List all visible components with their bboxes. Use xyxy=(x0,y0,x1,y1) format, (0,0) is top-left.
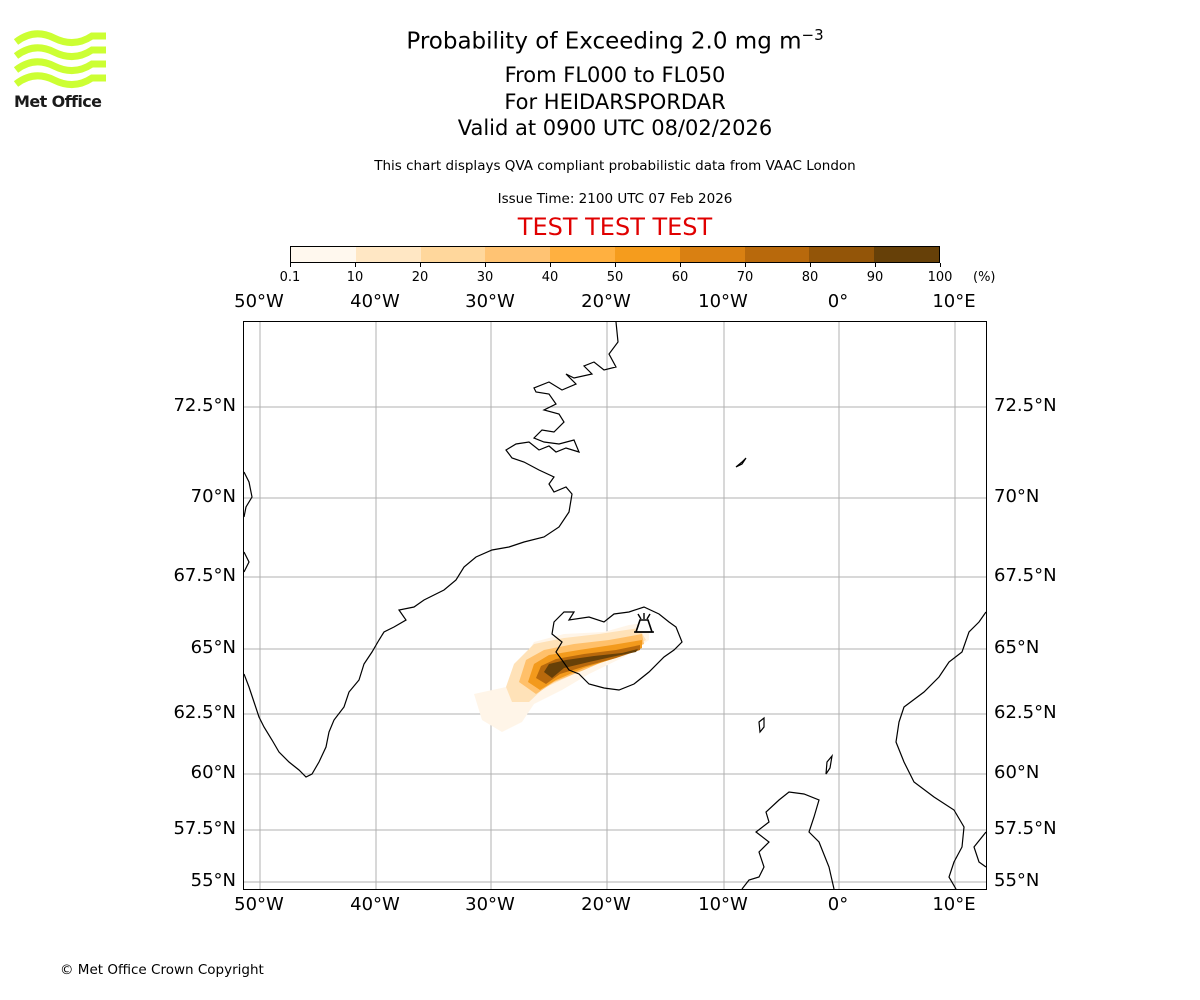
longitude-label-bottom: 30°W xyxy=(465,894,515,915)
met-office-logo xyxy=(14,30,106,88)
colorbar-segment xyxy=(679,247,745,262)
longitude-label-top: 50°W xyxy=(234,291,284,312)
latitude-label-left: 57.5°N xyxy=(173,818,236,839)
colorbar-unit: (%) xyxy=(973,270,996,285)
colorbar-tick xyxy=(810,263,811,267)
longitude-label-top: 10°W xyxy=(698,291,748,312)
longitude-label-bottom: 10°W xyxy=(698,894,748,915)
colorbar-tick-label: 40 xyxy=(541,270,559,285)
colorbar-tick-label: 90 xyxy=(866,270,884,285)
colorbar-tick xyxy=(290,263,291,267)
latitude-label-right: 60°N xyxy=(994,762,1040,783)
colorbar-segment xyxy=(355,247,421,262)
colorbar-segment xyxy=(809,247,875,262)
colorbar-tick-label: 20 xyxy=(411,270,429,285)
valid-time: Valid at 0900 UTC 08/02/2026 xyxy=(457,116,773,140)
latitude-label-right: 55°N xyxy=(994,870,1040,891)
colorbar-tick xyxy=(875,263,876,267)
copyright-notice: © Met Office Crown Copyright xyxy=(60,962,264,978)
longitude-label-bottom: 20°W xyxy=(581,894,631,915)
latitude-label-right: 65°N xyxy=(994,637,1040,658)
test-banner: TEST TEST TEST xyxy=(517,213,713,241)
colorbar-tick-label: 80 xyxy=(801,270,819,285)
map-svg xyxy=(244,322,986,889)
volcano-icon xyxy=(634,613,654,633)
probability-colorbar xyxy=(290,246,940,263)
colorbar-segment xyxy=(291,247,356,262)
colorbar-tick xyxy=(485,263,486,267)
latitude-label-right: 70°N xyxy=(994,486,1040,507)
colorbar-segment xyxy=(744,247,810,262)
latitude-label-left: 70°N xyxy=(190,486,236,507)
logo-wordmark: Met Office xyxy=(14,92,102,111)
latitude-label-left: 55°N xyxy=(190,870,236,891)
issue-time: Issue Time: 2100 UTC 07 Feb 2026 xyxy=(497,191,733,207)
latitude-label-right: 62.5°N xyxy=(994,702,1057,723)
colorbar-tick-label: 30 xyxy=(476,270,494,285)
latitude-label-right: 67.5°N xyxy=(994,565,1057,586)
coastlines xyxy=(244,322,986,889)
longitude-label-bottom: 40°W xyxy=(350,894,400,915)
graticule xyxy=(244,322,986,889)
latitude-label-right: 57.5°N xyxy=(994,818,1057,839)
chart-title: Probability of Exceeding 2.0 mg m−3 xyxy=(0,26,1200,55)
colorbar-tick xyxy=(615,263,616,267)
latitude-label-left: 65°N xyxy=(190,637,236,658)
latitude-label-right: 72.5°N xyxy=(994,395,1057,416)
longitude-label-top: 30°W xyxy=(465,291,515,312)
latitude-label-left: 67.5°N xyxy=(173,565,236,586)
latitude-label-left: 72.5°N xyxy=(173,395,236,416)
colorbar-tick-label: 10 xyxy=(346,270,364,285)
title-superscript: −3 xyxy=(801,26,824,44)
colorbar-tick-label: 0.1 xyxy=(279,270,301,285)
chart-description: This chart displays QVA compliant probab… xyxy=(374,158,856,174)
latitude-label-left: 60°N xyxy=(190,762,236,783)
colorbar-tick-label: 100 xyxy=(927,270,953,285)
longitude-label-bottom: 10°E xyxy=(932,894,976,915)
colorbar-tick xyxy=(355,263,356,267)
colorbar-segment xyxy=(614,247,680,262)
colorbar-segment xyxy=(550,247,615,262)
flight-level-range: From FL000 to FL050 xyxy=(504,63,726,87)
longitude-label-top: 10°E xyxy=(932,291,976,312)
ash-probability-plume xyxy=(474,622,649,732)
colorbar-tick xyxy=(420,263,421,267)
colorbar-tick xyxy=(680,263,681,267)
colorbar-tick xyxy=(940,263,941,267)
longitude-label-top: 0° xyxy=(827,291,849,312)
longitude-label-top: 40°W xyxy=(350,291,400,312)
longitude-label-bottom: 50°W xyxy=(234,894,284,915)
colorbar-tick xyxy=(550,263,551,267)
volcano-name: For HEIDARSPORDAR xyxy=(504,90,726,114)
colorbar-segment xyxy=(420,247,486,262)
colorbar-segment xyxy=(874,247,939,262)
colorbar-tick-label: 70 xyxy=(736,270,754,285)
colorbar-tick xyxy=(745,263,746,267)
title-main: Probability of Exceeding 2.0 mg m xyxy=(406,28,802,55)
longitude-label-top: 20°W xyxy=(581,291,631,312)
colorbar-tick-label: 50 xyxy=(606,270,624,285)
longitude-label-bottom: 0° xyxy=(827,894,849,915)
colorbar-segment xyxy=(485,247,551,262)
colorbar-tick-label: 60 xyxy=(671,270,689,285)
map-panel xyxy=(243,321,987,890)
latitude-label-left: 62.5°N xyxy=(173,702,236,723)
